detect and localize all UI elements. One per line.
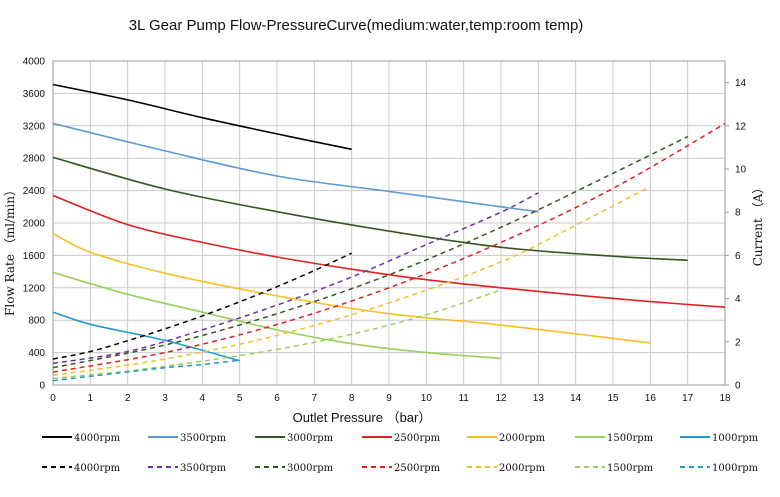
legend-label: 3500rpm (180, 463, 227, 474)
series-line-1000rpm-flow (52, 311, 240, 362)
legend: 4000rpm 3500rpm 3000rpm 2500rpm 2000rpm 1500r… (42, 433, 759, 474)
x-axis-label: Outlet Pressure （bar） (293, 410, 432, 425)
series-line-2500rpm-flow (52, 194, 726, 308)
y-right-tick-label: 8 (735, 208, 741, 219)
x-tick-label: 13 (533, 393, 545, 404)
y-left-tick-label: 3200 (23, 121, 46, 132)
legend-label: 2500rpm (394, 463, 441, 474)
y-right-tick-label: 14 (735, 78, 747, 89)
series-line-3000rpm-current (52, 135, 689, 369)
y-left-tick-label: 400 (28, 348, 45, 359)
series-line-1000rpm-current (52, 359, 240, 382)
x-axis: 0 1 2 3 4 5 6 7 8 9 10 11 12 13 14 15 16 17 18 (50, 393, 731, 404)
x-tick-label: 7 (312, 393, 318, 404)
x-tick-label: 8 (349, 393, 355, 404)
y-left-tick-label: 1200 (23, 283, 46, 294)
legend-label: 2500rpm (394, 433, 441, 444)
y-left-tick-label: 3600 (23, 89, 46, 100)
y-left-tick-label: 800 (28, 316, 45, 327)
chart-title: 3L Gear Pump Flow-PressureCurve(medium:w… (129, 17, 584, 34)
x-tick-label: 18 (719, 393, 731, 404)
legend-label: 1000rpm (712, 463, 759, 474)
y-left-tick-label: 2800 (23, 154, 46, 165)
series-line-1500rpm-flow (52, 271, 502, 360)
plot-area-border (52, 60, 726, 386)
series-line-3000rpm-flow (52, 156, 688, 262)
x-tick-label: 10 (421, 393, 433, 404)
y-right-tick-label: 2 (735, 337, 741, 348)
x-tick-label: 1 (88, 393, 94, 404)
legend-label: 2000rpm (499, 463, 546, 474)
y-axis-left: 0 400 800 1200 1600 2000 2400 2800 3200 3600 4000 (23, 57, 46, 392)
x-tick-label: 14 (570, 393, 582, 404)
legend-label: 2000rpm (499, 433, 546, 444)
y-left-tick-label: 4000 (23, 57, 46, 68)
y-right-tick-label: 12 (735, 121, 747, 132)
y-left-tick-label: 0 (39, 381, 45, 392)
legend-label: 1500rpm (607, 463, 654, 474)
series-line-3500rpm-flow (52, 122, 539, 213)
legend-label: 4000rpm (74, 433, 121, 444)
x-tick-label: 9 (386, 393, 392, 404)
series-lines (52, 83, 726, 382)
y-axis-left-label: Flow Rate （ml/min） (3, 184, 17, 316)
y-right-tick-label: 6 (735, 251, 741, 262)
y-left-tick-label: 2000 (23, 219, 46, 230)
series-line-2000rpm-flow (52, 232, 651, 344)
y-right-tick-label: 10 (735, 165, 747, 176)
x-tick-label: 4 (200, 393, 206, 404)
series-line-4000rpm-flow (52, 83, 352, 151)
y-right-tick-label: 0 (735, 381, 741, 392)
legend-label: 3500rpm (180, 433, 227, 444)
series-line-1500rpm-current (52, 289, 502, 380)
legend-label: 3000rpm (287, 463, 334, 474)
series-line-4000rpm-current (52, 252, 353, 360)
x-tick-label: 5 (237, 393, 243, 404)
legend-label: 3000rpm (287, 433, 334, 444)
x-tick-label: 17 (682, 393, 694, 404)
y-left-tick-label: 1600 (23, 251, 46, 262)
x-tick-label: 15 (607, 393, 619, 404)
y-right-tick-label: 4 (735, 294, 741, 305)
legend-label: 1500rpm (607, 433, 654, 444)
x-tick-label: 6 (274, 393, 280, 404)
x-tick-label: 2 (125, 393, 131, 404)
series-line-2000rpm-current (52, 185, 651, 377)
x-tick-label: 3 (162, 393, 168, 404)
legend-label: 1000rpm (712, 433, 759, 444)
y-axis-right-label: Current （A） (751, 182, 765, 267)
x-tick-label: 16 (645, 393, 657, 404)
legend-label: 4000rpm (74, 463, 121, 474)
series-line-3500rpm-current (52, 192, 539, 365)
y-axis-right: 0 2 4 6 8 10 12 14 (725, 78, 747, 392)
x-tick-label: 0 (50, 393, 56, 404)
x-tick-label: 11 (458, 393, 469, 404)
x-tick-label: 12 (495, 393, 507, 404)
y-left-tick-label: 2400 (23, 186, 46, 197)
grid (52, 60, 726, 386)
